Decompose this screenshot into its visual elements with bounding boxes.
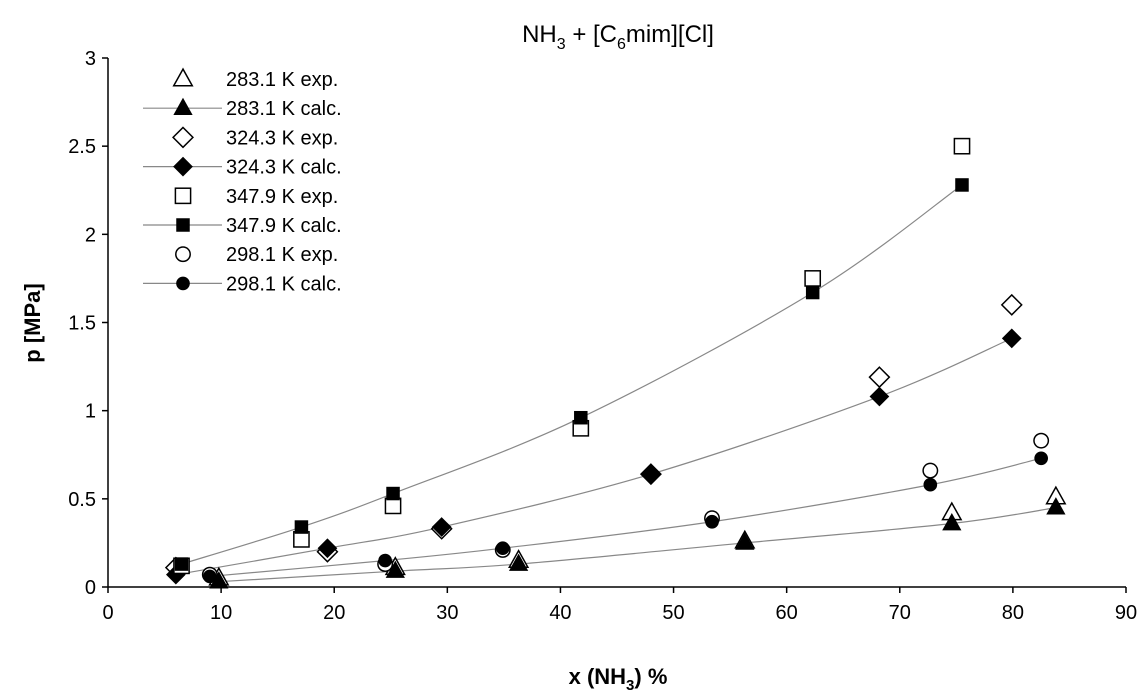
point-triangle-calc: [1046, 497, 1066, 515]
point-circle-calc: [705, 514, 719, 529]
legend-marker-square-exp: [174, 187, 192, 205]
point-triangle-calc: [385, 560, 405, 578]
point-circle-calc: [495, 541, 510, 556]
series-line-diamond-calc: [175, 337, 1013, 576]
x-tick-label: 80: [1002, 602, 1024, 624]
y-tick-label: 0.5: [68, 489, 96, 511]
point-circle-calc: [923, 477, 938, 492]
legend-marker-diamond-exp: [172, 126, 194, 149]
point-square-exp: [804, 270, 822, 287]
point-diamond-calc: [317, 538, 338, 559]
legend-label-triangle-calc: 283.1 K calc.: [226, 98, 342, 120]
point-square-exp: [293, 531, 310, 548]
chart-title: NH3 + [C6mim][Cl]: [522, 21, 714, 53]
legend-label-circle-exp: 298.1 K exp.: [226, 244, 338, 266]
point-triangle-calc: [942, 513, 962, 531]
series-line-square-calc: [181, 184, 963, 565]
point-square-calc: [294, 520, 309, 534]
point-triangle-calc: [735, 532, 755, 550]
x-tick-label: 90: [1115, 602, 1137, 624]
y-tick-label: 3: [85, 48, 96, 70]
y-tick-label: 1.5: [68, 313, 96, 335]
point-circle-calc: [202, 569, 217, 584]
y-tick-label: 2.5: [68, 136, 96, 158]
point-square-exp: [953, 137, 971, 155]
point-square-calc: [386, 486, 400, 501]
legend-marker-triangle-exp: [172, 67, 194, 87]
x-tick-label: 60: [776, 602, 798, 624]
point-circle-exp: [1033, 432, 1050, 449]
legend-marker-diamond-calc: [173, 156, 193, 177]
tick-labels: 0 10 20 30 40 50 60 70 80 90 0 0.5 1 1.5 2 2.5 3: [68, 48, 1137, 624]
legend-marker-square-calc: [176, 218, 190, 232]
point-diamond-exp: [868, 366, 891, 389]
point-diamond-exp: [1000, 293, 1023, 316]
x-tick-label: 50: [662, 602, 684, 624]
x-tick-label: 10: [210, 602, 232, 624]
x-axis-title: x (NH3) %: [569, 664, 668, 690]
point-circle-calc: [378, 553, 392, 568]
point-square-calc: [174, 557, 189, 571]
x-tick-label: 20: [323, 602, 345, 624]
legend-marker-circle-exp: [175, 246, 191, 263]
legend-label-square-exp: 347.9 K exp.: [226, 186, 338, 208]
point-diamond-calc: [1001, 328, 1022, 349]
legend: 283.1 K exp. 283.1 K calc. 324.3 K exp. 324…: [143, 67, 342, 295]
legend-label-diamond-calc: 324.3 K calc.: [226, 157, 342, 179]
legend-label-triangle-exp: 283.1 K exp.: [226, 69, 338, 91]
point-diamond-calc: [641, 464, 661, 485]
x-tick-label: 30: [436, 602, 458, 624]
point-triangle-calc: [508, 553, 529, 571]
y-tick-label: 0: [85, 577, 96, 599]
legend-label-diamond-exp: 324.3 K exp.: [226, 127, 338, 149]
y-axis-title: p [MPa]: [20, 283, 45, 362]
x-tick-label: 0: [102, 602, 113, 624]
legend-label-circle-calc: 298.1 K calc.: [226, 273, 342, 295]
point-square-exp: [384, 497, 402, 515]
point-diamond-calc: [431, 517, 452, 537]
point-square-calc: [805, 285, 820, 300]
legend-marker-circle-calc: [176, 276, 190, 291]
x-tick-label: 70: [889, 602, 911, 624]
point-diamond-calc: [869, 386, 890, 407]
legend-label-square-calc: 347.9 K calc.: [226, 215, 342, 237]
axes: [102, 57, 1127, 593]
point-square-calc: [955, 178, 969, 192]
point-circle-calc: [1034, 451, 1048, 466]
legend-marker-triangle-calc: [173, 97, 193, 115]
point-circle-exp: [922, 462, 939, 479]
series-line-circle-calc: [209, 457, 1042, 578]
data-markers: [164, 137, 1067, 589]
y-tick-label: 1: [85, 401, 96, 423]
y-tick-label: 2: [85, 224, 96, 246]
point-square-calc: [574, 410, 588, 425]
x-tick-label: 40: [549, 602, 571, 624]
